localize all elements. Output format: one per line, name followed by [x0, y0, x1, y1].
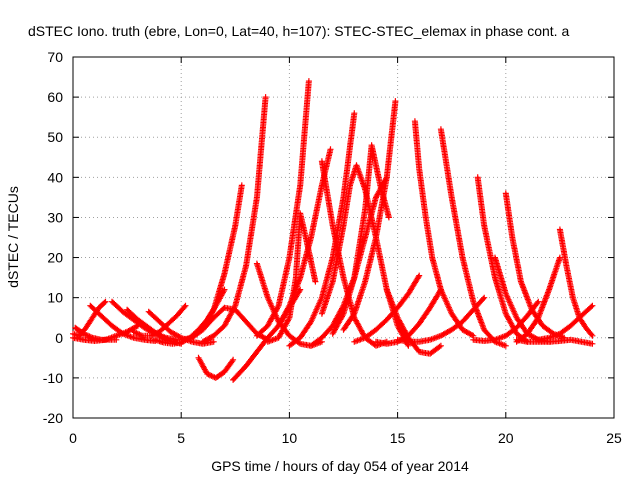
series-28: [383, 286, 444, 357]
series-4: [87, 302, 159, 344]
y-tick-label: -20: [43, 410, 63, 426]
y-tick-label: 30: [47, 209, 63, 225]
series-27: [411, 118, 477, 339]
grid-lines: [73, 57, 614, 418]
x-tick-label: 20: [498, 430, 514, 446]
y-tick-label: 70: [47, 49, 63, 65]
series-9: [130, 302, 189, 339]
series-markers: [195, 354, 237, 381]
y-tick-label: 40: [47, 169, 63, 185]
series-13: [199, 94, 269, 345]
series-markers: [383, 286, 444, 357]
data-series: [70, 78, 596, 383]
x-tick-label: 10: [282, 430, 298, 446]
x-tick-label: 15: [390, 430, 406, 446]
series-markers: [411, 118, 477, 339]
series-markers: [253, 78, 312, 339]
plot-frame: [72, 56, 615, 419]
series-19: [286, 110, 358, 349]
axis-ticks: 0 5 10 15 20 25 -20 -10 0 10 20 30 40 50 60 70: [43, 49, 622, 446]
y-tick-label: 20: [47, 250, 63, 266]
series-markers: [87, 302, 159, 344]
y-tick-label: 0: [55, 330, 63, 346]
x-tick-label: 25: [606, 430, 622, 446]
x-axis-title: GPS time / hours of day 054 of year 2014: [211, 458, 469, 474]
series-38: [535, 302, 596, 343]
series-markers: [189, 182, 245, 341]
series-24: [340, 98, 399, 333]
series-11: [189, 182, 245, 341]
series-markers: [437, 126, 509, 349]
y-tick-label: 10: [47, 290, 63, 306]
chart-title: dSTEC Iono. truth (ebre, Lon=0, Lat=40, …: [28, 23, 569, 39]
series-markers: [329, 142, 392, 337]
series-markers: [199, 94, 269, 345]
y-tick-label: 60: [47, 89, 63, 105]
series-16: [253, 78, 312, 339]
y-tick-label: -10: [43, 370, 63, 386]
y-axis-title: dSTEC / TECUs: [5, 186, 21, 288]
series-markers: [286, 110, 358, 349]
series-23: [329, 142, 392, 337]
series-markers: [535, 302, 596, 343]
series-12: [195, 354, 237, 381]
series-markers: [340, 98, 399, 333]
series-30: [437, 126, 509, 349]
x-tick-label: 5: [177, 430, 185, 446]
series-markers: [130, 302, 189, 339]
x-tick-label: 0: [69, 430, 77, 446]
y-tick-label: 50: [47, 129, 63, 145]
